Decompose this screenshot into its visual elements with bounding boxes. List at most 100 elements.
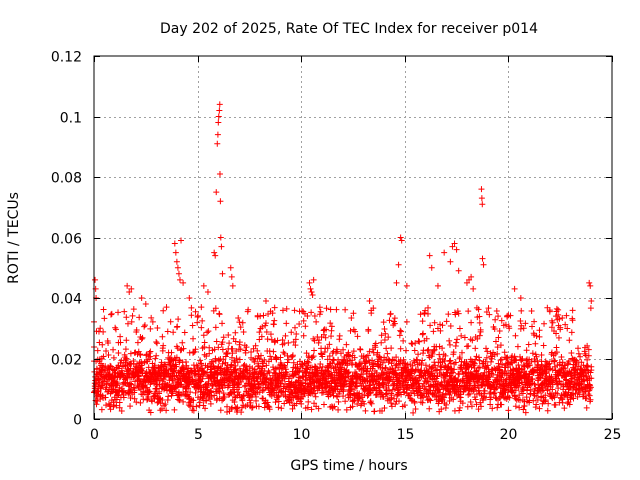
roti-outlier-point [219,270,226,277]
roti-point [400,337,407,344]
roti-point [263,329,270,336]
roti-point [285,339,292,346]
roti-point [430,328,437,335]
roti-point [296,320,303,327]
roti-point [292,342,299,349]
roti-point [146,388,153,395]
roti-point [566,337,573,344]
roti-point [519,390,526,397]
roti-point [372,340,379,347]
roti-point [412,340,419,347]
roti-point [167,318,174,325]
roti-point [352,328,359,335]
roti-point [267,331,274,338]
roti-point [446,337,453,344]
roti-point [566,401,573,408]
roti-point [384,350,391,357]
roti-point [99,341,106,348]
roti-point [127,394,134,401]
roti-point [549,319,556,326]
roti-point [487,394,494,401]
data-points [91,101,595,416]
roti-point [362,407,369,414]
roti-point [544,407,551,414]
roti-point [310,353,317,360]
roti-point [367,398,374,405]
roti-point [120,372,127,379]
roti-point [434,373,441,380]
roti-point [588,363,595,370]
roti-point [563,312,570,319]
roti-point [493,308,500,315]
roti-point [533,401,540,408]
roti-point [456,407,463,414]
roti-point [235,314,242,321]
roti-point [515,384,522,391]
roti-point [252,342,259,349]
roti-outlier-point [587,282,594,289]
roti-point [455,310,462,317]
roti-point [308,309,315,316]
roti-point [220,334,227,341]
roti-point [553,330,560,337]
roti-point [343,406,350,413]
y-axis-label: ROTI / TECUs [6,192,22,284]
roti-point [512,332,519,339]
roti-outlier-point [212,252,219,259]
roti-point [168,349,175,356]
roti-point [284,352,291,359]
roti-point [232,329,239,336]
roti-point [160,342,167,349]
roti-point [123,355,130,362]
roti-point [288,397,295,404]
x-tick-label: 10 [293,427,311,443]
roti-point [176,357,183,364]
roti-point [331,403,338,410]
roti-point [534,396,541,403]
roti-point [351,354,358,361]
roti-point [553,349,560,356]
roti-point [203,353,210,360]
roti-point [171,406,178,413]
roti-point [387,310,394,317]
roti-outlier-point [163,304,170,311]
roti-point [550,392,557,399]
roti-point [341,356,348,363]
roti-point [583,373,590,380]
roti-point [420,347,427,354]
roti-point [482,358,489,365]
roti-point [277,354,284,361]
y-tick-label: 0 [73,413,82,429]
roti-point [381,325,388,332]
roti-point [315,405,322,412]
roti-point [561,405,568,412]
roti-point [272,399,279,406]
roti-point [240,393,247,400]
roti-point [487,389,494,396]
roti-point [355,397,362,404]
roti-point [273,354,280,361]
roti-point [451,366,458,373]
roti-point [456,354,463,361]
roti-point [271,317,278,324]
roti-point [336,332,343,339]
roti-point [388,400,395,407]
roti-point [269,310,276,317]
roti-point [259,395,266,402]
roti-point [310,385,317,392]
roti-point [391,320,398,327]
roti-point [427,397,434,404]
roti-point [487,358,494,365]
roti-point [559,314,566,321]
roti-outlier-point [478,195,485,202]
roti-point [567,396,574,403]
roti-point [198,360,205,367]
roti-point [105,352,112,359]
roti-point [176,397,183,404]
roti-point [376,384,383,391]
roti-point [259,323,266,330]
roti-point [179,339,186,346]
roti-outlier-point [211,249,218,256]
roti-point [352,378,359,385]
